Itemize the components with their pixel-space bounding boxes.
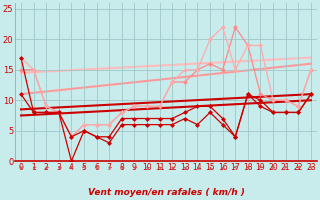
X-axis label: Vent moyen/en rafales ( km/h ): Vent moyen/en rafales ( km/h ) <box>87 188 244 197</box>
